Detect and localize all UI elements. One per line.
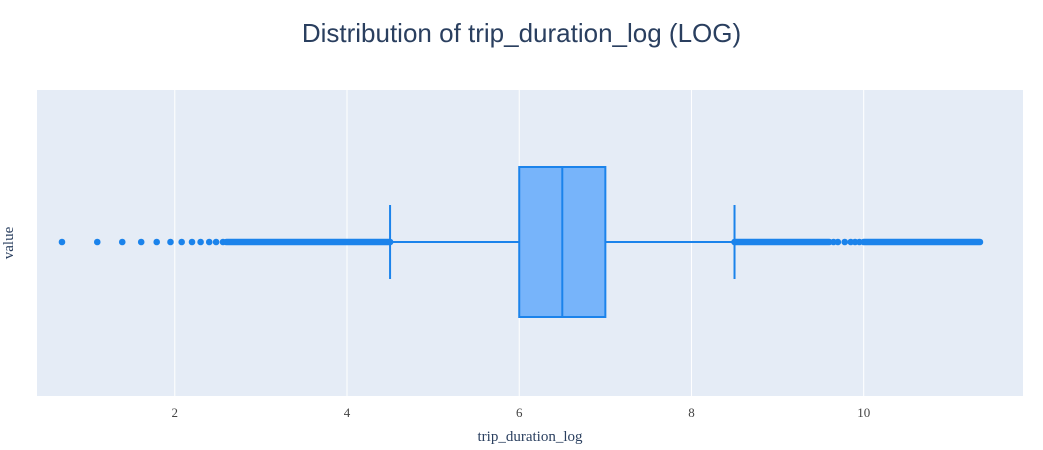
outlier-cluster [860, 238, 984, 246]
outlier-point [178, 238, 185, 246]
outlier-point [58, 238, 66, 246]
outlier-cluster [731, 238, 833, 246]
x-axis-label: trip_duration_log [478, 429, 583, 445]
chart-title: Distribution of trip_duration_log (LOG) [301, 18, 742, 48]
outlier-point [153, 238, 160, 246]
outlier-point [834, 238, 842, 246]
x-tick-label: 6 [516, 405, 523, 420]
outlier-cluster [223, 238, 394, 246]
outlier-point [167, 238, 174, 246]
x-tick-label: 4 [344, 405, 351, 420]
outlier-point [188, 238, 196, 246]
y-axis-label: value [1, 226, 17, 259]
x-tick-label: 8 [688, 405, 695, 420]
outlier-point [212, 238, 220, 246]
outlier-point [841, 238, 849, 246]
outlier-point [197, 238, 204, 246]
x-tick-label: 2 [172, 405, 179, 420]
outlier-point [137, 238, 145, 246]
outlier-point [93, 238, 101, 246]
outlier-point [205, 238, 213, 246]
outlier-point [118, 238, 126, 246]
x-tick-label: 10 [857, 405, 870, 420]
